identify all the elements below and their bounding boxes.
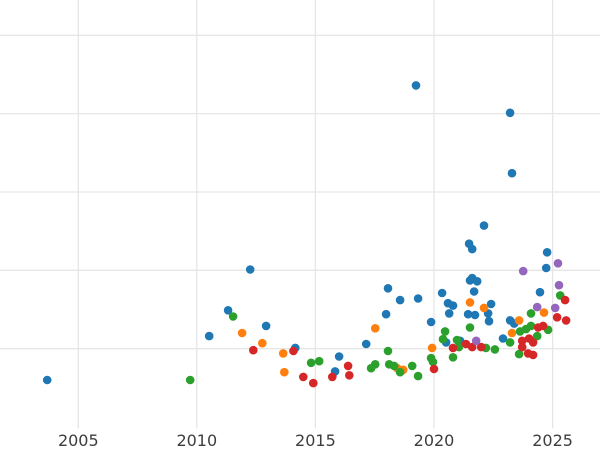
scatter-point-green (448, 353, 458, 362)
scatter-point-blue (479, 221, 489, 230)
scatter-point-green (413, 371, 423, 381)
scatter-point-blue (334, 352, 344, 361)
scatter-points (42, 81, 571, 388)
scatter-point-red (561, 316, 571, 325)
scatter-point-orange (539, 308, 549, 317)
scatter-point-red (448, 343, 458, 353)
gridlines (0, 0, 600, 429)
scatter-point-blue (245, 265, 255, 274)
scatter-point-blue (381, 309, 391, 319)
scatter-point-orange (507, 328, 517, 338)
scatter-point-red (517, 342, 527, 352)
scatter-point-green (452, 335, 462, 345)
scatter-point-green (465, 323, 475, 332)
scatter-point-blue (204, 331, 214, 341)
scatter-point-green (514, 349, 524, 359)
scatter-point-green (395, 367, 405, 377)
x-tick-label: 2025 (532, 431, 573, 450)
x-axis-tick-labels: 2005 2010 2015 2020 2025 (58, 431, 573, 450)
scatter-point-green (306, 358, 316, 368)
scatter-point-orange (258, 338, 267, 348)
scatter-point-green (370, 360, 380, 369)
scatter-point-orange (278, 349, 288, 358)
scatter-point-green (185, 375, 195, 385)
scatter-point-green (383, 346, 393, 356)
scatter-point-blue (42, 375, 52, 385)
scatter-point-red (517, 336, 527, 346)
scatter-point-red (560, 295, 570, 305)
scatter-point-green (490, 345, 500, 354)
scatter-point-blue (505, 108, 515, 118)
scatter-point-orange (514, 316, 524, 325)
scatter-point-green (526, 309, 536, 318)
scatter-point-red (309, 378, 318, 388)
scatter-point-red (345, 371, 354, 380)
scatter-point-orange (280, 367, 289, 377)
scatter-point-blue (448, 301, 458, 310)
scatter-point-blue (484, 316, 494, 326)
scatter-point-blue (472, 277, 482, 286)
scatter-point-red (343, 361, 353, 371)
scatter-point-purple (532, 302, 542, 312)
scatter-point-orange (370, 324, 380, 333)
scatter-point-blue (542, 248, 552, 257)
scatter-point-red (429, 364, 439, 374)
scatter-point-blue (426, 317, 436, 327)
scatter-point-green (314, 356, 324, 366)
scatter-point-green (532, 331, 542, 341)
scatter-point-green (440, 327, 450, 336)
scatter-point-blue (470, 310, 480, 320)
scatter-point-blue (383, 284, 393, 293)
scatter-point-blue (413, 294, 423, 303)
scatter-point-red (538, 321, 548, 331)
scatter-point-green (505, 338, 515, 347)
scatter-point-purple (554, 280, 564, 290)
scatter-point-green (228, 312, 238, 321)
scatter-point-red (476, 342, 486, 352)
scatter-point-orange (427, 343, 437, 353)
scatter-point-red (528, 338, 538, 347)
scatter-point-blue (463, 309, 473, 319)
x-tick-label: 2005 (58, 431, 99, 450)
scatter-point-blue (261, 321, 271, 331)
scatter-point-red (299, 372, 308, 382)
x-tick-label: 2010 (176, 431, 217, 450)
scatter-point-purple (553, 259, 563, 268)
scatter-point-blue (467, 244, 477, 254)
scatter-point-red (552, 313, 562, 322)
scatter-point-green (389, 361, 399, 371)
scatter-point-blue (361, 339, 371, 349)
scatter-point-green (438, 334, 448, 344)
scatter-point-orange (479, 303, 489, 313)
x-tick-label: 2015 (295, 431, 336, 450)
scatter-point-purple (518, 266, 528, 276)
scatter-point-red (528, 350, 538, 360)
scatter-point-red (289, 346, 298, 356)
scatter-point-blue (411, 81, 421, 90)
scatter-point-blue (223, 306, 233, 315)
scatter-point-red (249, 345, 258, 355)
scatter-point-purple (550, 303, 560, 313)
scatter-point-blue (486, 299, 496, 309)
scatter-point-orange (237, 328, 247, 338)
x-tick-label: 2020 (414, 431, 455, 450)
scatter-point-blue (498, 334, 508, 343)
scatter-point-orange (465, 298, 475, 307)
scatter-point-blue (469, 287, 479, 296)
scatter-point-blue (535, 287, 545, 297)
scatter-point-red (328, 372, 337, 382)
scatter-point-blue (541, 263, 551, 273)
scatter-point-green (407, 361, 417, 371)
scatter-point-blue (444, 309, 454, 318)
scatter-point-purple (471, 336, 481, 346)
scatter-point-blue (395, 295, 405, 305)
scatter-point-green (428, 357, 438, 367)
scatter-point-blue (437, 288, 447, 298)
scatter-point-blue (507, 168, 517, 178)
scatter-point-green (526, 321, 536, 331)
scatter-point-red (467, 342, 477, 352)
